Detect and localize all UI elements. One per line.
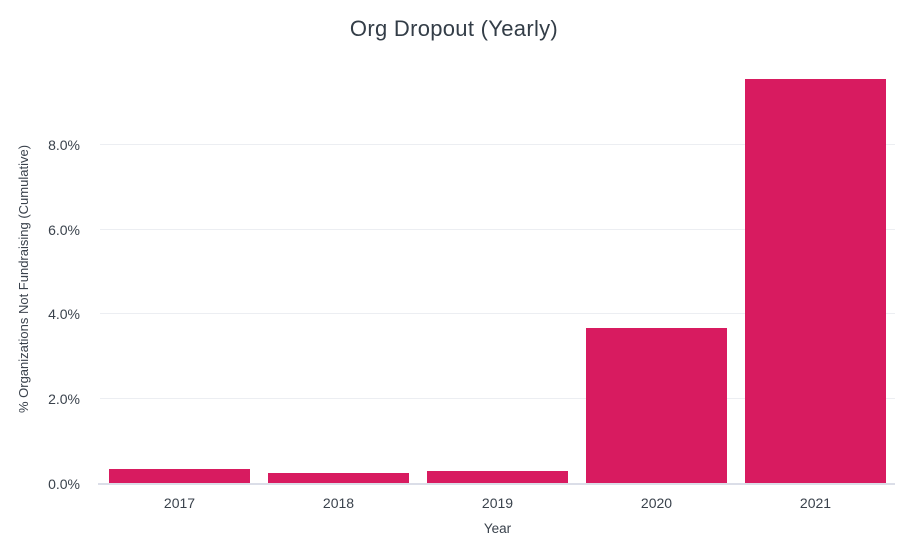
y-tick-label: 6.0% <box>48 221 80 238</box>
x-tick-label: 2019 <box>481 495 514 511</box>
x-tick-label: 2021 <box>799 495 832 511</box>
x-axis-line <box>98 483 895 485</box>
bars <box>100 75 895 484</box>
y-tick-label: 8.0% <box>48 136 80 153</box>
x-axis-title: Year <box>483 521 512 536</box>
gridline <box>100 398 895 400</box>
x-axis-tick-labels: 2017 2018 2019 2020 2021 <box>100 495 895 511</box>
bar-2017[interactable] <box>109 469 250 484</box>
bar-slot <box>736 75 895 484</box>
bar-slot <box>418 75 577 484</box>
gridlines <box>100 75 895 484</box>
bar-slot <box>259 75 418 484</box>
bar-2021[interactable] <box>745 79 886 484</box>
gridline <box>100 143 895 145</box>
gridline <box>100 228 895 230</box>
bar-slot <box>100 75 259 484</box>
y-tick-label: 2.0% <box>48 391 80 408</box>
y-tick-label: 4.0% <box>48 306 80 323</box>
chart-title: Org Dropout (Yearly) <box>349 16 559 41</box>
plot-area <box>98 75 895 485</box>
gridline <box>100 313 895 315</box>
x-tick-label: 2017 <box>163 495 196 511</box>
bar-2018[interactable] <box>268 473 409 484</box>
x-tick-label: 2020 <box>640 495 673 511</box>
bar-2020[interactable] <box>586 328 727 484</box>
y-axis-tick-labels: 0.0% 2.0% 4.0% 6.0% 8.0% <box>0 75 80 491</box>
bar-2019[interactable] <box>427 470 568 484</box>
bar-slot <box>577 75 736 484</box>
x-tick-label: 2018 <box>322 495 355 511</box>
y-tick-label: 0.0% <box>48 476 80 492</box>
